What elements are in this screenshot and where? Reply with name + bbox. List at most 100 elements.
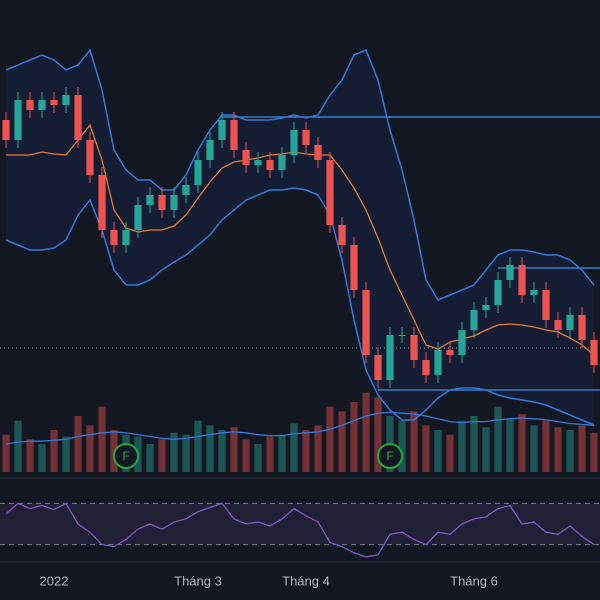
candle-body [98, 175, 106, 230]
volume-bar [314, 425, 322, 472]
volume-bar [302, 430, 310, 472]
candle-body [266, 160, 274, 170]
candle-body [134, 205, 142, 230]
candle-body [62, 95, 70, 105]
candle-body [362, 290, 370, 355]
x-tick-label: Tháng 3 [174, 573, 222, 588]
volume-bar [230, 427, 238, 472]
volume-bar [494, 406, 502, 472]
event-badge: F [377, 443, 403, 469]
volume-bar [50, 430, 58, 472]
volume-bar [542, 420, 550, 472]
volume-bar [38, 444, 46, 472]
volume-bar [278, 434, 286, 472]
rsi-band [0, 503, 600, 545]
candle-body [122, 230, 130, 245]
candle-body [374, 355, 382, 380]
candle-body [206, 140, 214, 160]
event-circle [377, 443, 403, 469]
candle-body [2, 120, 10, 140]
candle-body [14, 100, 22, 140]
volume-bar [362, 392, 370, 472]
volume-bar [446, 434, 454, 472]
candle-body [110, 230, 118, 245]
volume-bar [554, 427, 562, 472]
volume-bar [14, 420, 22, 472]
volume-bar [506, 417, 514, 472]
candle-body [422, 360, 430, 375]
volume-bar [254, 444, 262, 472]
candle-body [482, 305, 490, 310]
volume-bar [2, 434, 10, 472]
candle-body [398, 335, 406, 336]
volume-bar [62, 436, 70, 472]
candle-body [278, 155, 286, 170]
volume-bar [374, 397, 382, 472]
candle-body [578, 315, 586, 340]
volume-bar [326, 406, 334, 472]
volume-bar [398, 420, 406, 472]
candle-body [554, 320, 562, 330]
volume-bar [434, 430, 442, 472]
volume-bar [206, 425, 214, 472]
candle-body [194, 160, 202, 185]
volume-bar [194, 420, 202, 472]
band-lower [5, 187, 595, 426]
event-badge: F [113, 443, 139, 469]
volume-bar [86, 425, 94, 472]
candle-body [302, 130, 310, 145]
candle-body [74, 95, 82, 140]
candle-body [242, 150, 250, 165]
candle-body [254, 160, 262, 165]
candle-body [338, 225, 346, 245]
band-upper [5, 48, 595, 301]
volume-bar [530, 425, 538, 472]
volume-bar [410, 411, 418, 472]
rsi-line [5, 502, 595, 558]
candle-body [326, 160, 334, 225]
volume-bar [350, 402, 358, 472]
candle-body [566, 315, 574, 330]
volume-bar [422, 425, 430, 472]
candle-body [158, 195, 166, 210]
volume-bar [242, 439, 250, 472]
volume-bar [158, 439, 166, 472]
candle-body [590, 340, 598, 365]
candle-body [470, 310, 478, 330]
candle-body [314, 145, 322, 160]
event-label: F [386, 449, 393, 463]
candle-body [542, 290, 550, 320]
volume-bar [338, 411, 346, 472]
candle-body [218, 120, 226, 140]
volume-bar [578, 425, 586, 472]
candle-body [446, 350, 454, 355]
x-tick-label: Tháng 4 [282, 573, 330, 588]
candle-body [494, 280, 502, 305]
volume-bar [26, 439, 34, 472]
volume-bar [182, 434, 190, 472]
x-tick-label: 2022 [40, 573, 69, 588]
event-label: F [122, 449, 129, 463]
candle-body [386, 335, 394, 380]
volume-bar [170, 432, 178, 472]
volume-bar [518, 414, 526, 472]
candle-body [530, 290, 538, 295]
volume-bar [74, 416, 82, 472]
candle-body [506, 265, 514, 280]
volume-bar [566, 430, 574, 472]
candle-body [290, 130, 298, 155]
candle-body [410, 335, 418, 360]
x-tick-label: Tháng 6 [450, 573, 498, 588]
candle-body [182, 185, 190, 195]
candle-body [458, 330, 466, 355]
candle-body [26, 100, 34, 110]
candle-body [170, 195, 178, 210]
candle-body [38, 100, 46, 110]
candle-body [518, 265, 526, 295]
event-circle [113, 443, 139, 469]
volume-bar [146, 444, 154, 472]
band-fill [6, 50, 594, 425]
volume-bar [482, 427, 490, 472]
candle-body [50, 100, 58, 105]
